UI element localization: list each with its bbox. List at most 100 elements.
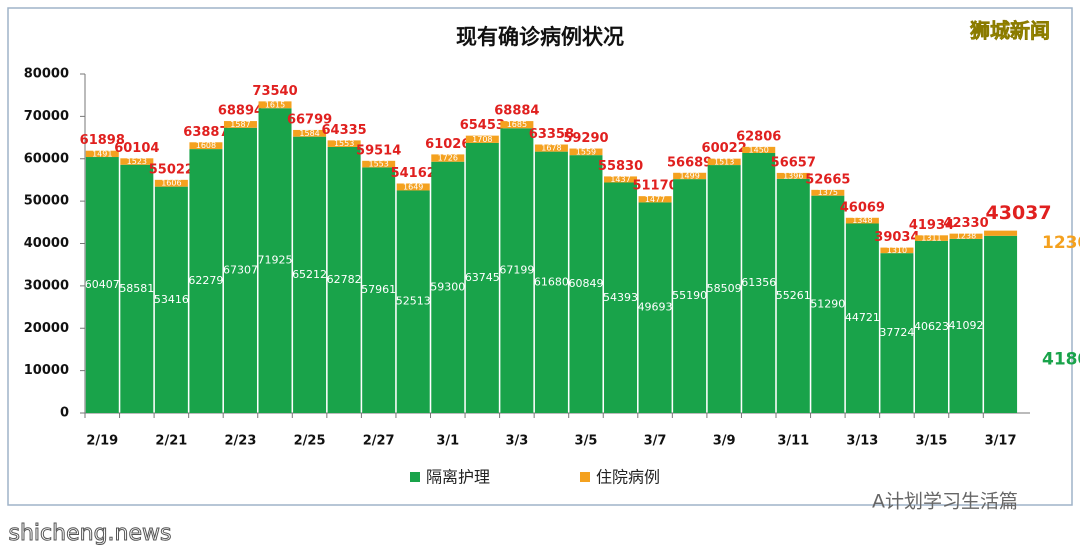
total-label: 68884 bbox=[494, 104, 539, 119]
data-label: 71925 bbox=[258, 254, 293, 267]
data-label: 1606 bbox=[161, 179, 181, 188]
bar-segment bbox=[638, 196, 672, 203]
bar-segment bbox=[742, 153, 776, 413]
data-label: 55190 bbox=[672, 289, 707, 302]
x-tick-label: 2/27 bbox=[363, 434, 395, 449]
bar-segment bbox=[223, 121, 257, 128]
total-label: 41934 bbox=[909, 218, 954, 233]
data-label: 1491 bbox=[92, 149, 112, 158]
y-tick-label: 20000 bbox=[24, 321, 69, 336]
y-tick-label: 40000 bbox=[24, 236, 69, 251]
data-label: 1649 bbox=[403, 182, 423, 191]
bar-segment bbox=[673, 179, 707, 413]
bar-segment bbox=[154, 186, 188, 413]
bar-segment bbox=[811, 195, 845, 413]
bar-segment bbox=[258, 108, 292, 414]
data-label: 44721 bbox=[845, 311, 880, 324]
x-tick-label: 3/1 bbox=[436, 434, 459, 449]
data-label: 41807 bbox=[1042, 349, 1080, 369]
bar-segment bbox=[396, 183, 430, 191]
data-label: 1559 bbox=[576, 147, 596, 156]
total-label: 65453 bbox=[460, 118, 505, 133]
data-label: 1238 bbox=[956, 232, 976, 241]
data-label: 41092 bbox=[949, 319, 984, 332]
data-label: 67199 bbox=[499, 264, 534, 277]
bar-segment bbox=[189, 149, 223, 413]
bar-segment bbox=[465, 135, 499, 143]
total-label: 59514 bbox=[356, 143, 401, 158]
bar-segment bbox=[569, 155, 603, 414]
total-label: 56657 bbox=[771, 155, 816, 170]
total-label: 56689 bbox=[667, 155, 712, 170]
bar-segment bbox=[914, 235, 948, 241]
bar-segment bbox=[120, 164, 154, 413]
total-label: 64335 bbox=[322, 123, 367, 138]
data-label: 1477 bbox=[645, 195, 665, 204]
data-label: 1678 bbox=[541, 144, 561, 153]
bar-segment bbox=[880, 253, 914, 413]
bar-segment bbox=[742, 146, 776, 154]
data-label: 1685 bbox=[507, 120, 527, 129]
total-label: 73540 bbox=[252, 84, 297, 99]
y-tick-label: 30000 bbox=[24, 278, 69, 293]
bar-segment bbox=[776, 178, 810, 413]
total-label: 61898 bbox=[80, 133, 125, 148]
bar-segment bbox=[500, 121, 534, 129]
bar-segment bbox=[258, 101, 292, 109]
data-label: 1523 bbox=[127, 157, 147, 166]
data-label: 62782 bbox=[327, 273, 362, 286]
data-label: 1726 bbox=[438, 154, 458, 163]
data-label: 1608 bbox=[196, 141, 216, 150]
data-label: 1615 bbox=[265, 100, 285, 109]
data-label: 1584 bbox=[299, 129, 319, 138]
data-label: 1437 bbox=[610, 175, 630, 184]
data-label: 1311 bbox=[921, 234, 941, 243]
bar-segment bbox=[85, 150, 119, 158]
bar-segment bbox=[120, 158, 154, 165]
total-label: 39034 bbox=[874, 230, 919, 245]
data-label: 37724 bbox=[879, 326, 914, 339]
y-tick-label: 80000 bbox=[24, 67, 69, 82]
total-label: 68894 bbox=[218, 104, 263, 119]
data-label: 57961 bbox=[361, 283, 396, 296]
x-tick-label: 2/23 bbox=[225, 434, 257, 449]
bar-segment bbox=[293, 136, 327, 413]
total-label: 62806 bbox=[736, 129, 781, 144]
data-label: 60407 bbox=[85, 278, 120, 291]
total-label: 66799 bbox=[287, 112, 332, 127]
total-label: 60104 bbox=[114, 141, 159, 156]
x-tick-label: 3/11 bbox=[777, 434, 809, 449]
data-label: 40623 bbox=[914, 320, 949, 333]
bar-segment bbox=[984, 235, 1018, 413]
data-label: 61680 bbox=[534, 275, 569, 288]
total-label: 60022 bbox=[702, 141, 747, 156]
bar-segment bbox=[431, 161, 465, 413]
bar-segment bbox=[880, 247, 914, 254]
bar-segment bbox=[673, 172, 707, 180]
total-label: 42330 bbox=[943, 216, 988, 231]
bar-segment bbox=[949, 238, 983, 413]
x-tick-label: 2/25 bbox=[294, 434, 326, 449]
total-label: 63358 bbox=[529, 127, 574, 142]
data-label: 62279 bbox=[188, 274, 223, 287]
bar-segment bbox=[569, 148, 603, 156]
total-label: 63887 bbox=[183, 125, 228, 140]
y-tick-label: 50000 bbox=[24, 194, 69, 209]
bar-segment bbox=[362, 160, 396, 168]
bar-segment bbox=[811, 189, 845, 196]
data-label: 1587 bbox=[230, 120, 250, 129]
bar-segment bbox=[189, 142, 223, 150]
data-label: 1450 bbox=[749, 145, 769, 154]
bar-segment bbox=[949, 233, 983, 239]
total-label: 55022 bbox=[149, 162, 194, 177]
bar-segment bbox=[638, 202, 672, 413]
bar-segment bbox=[707, 158, 741, 166]
total-label: 43037 bbox=[986, 202, 1052, 224]
data-label: 63745 bbox=[465, 271, 500, 284]
data-label: 1708 bbox=[472, 135, 492, 144]
total-label: 54162 bbox=[391, 166, 436, 181]
bar-segment bbox=[604, 182, 638, 413]
total-label: 59290 bbox=[563, 131, 608, 146]
